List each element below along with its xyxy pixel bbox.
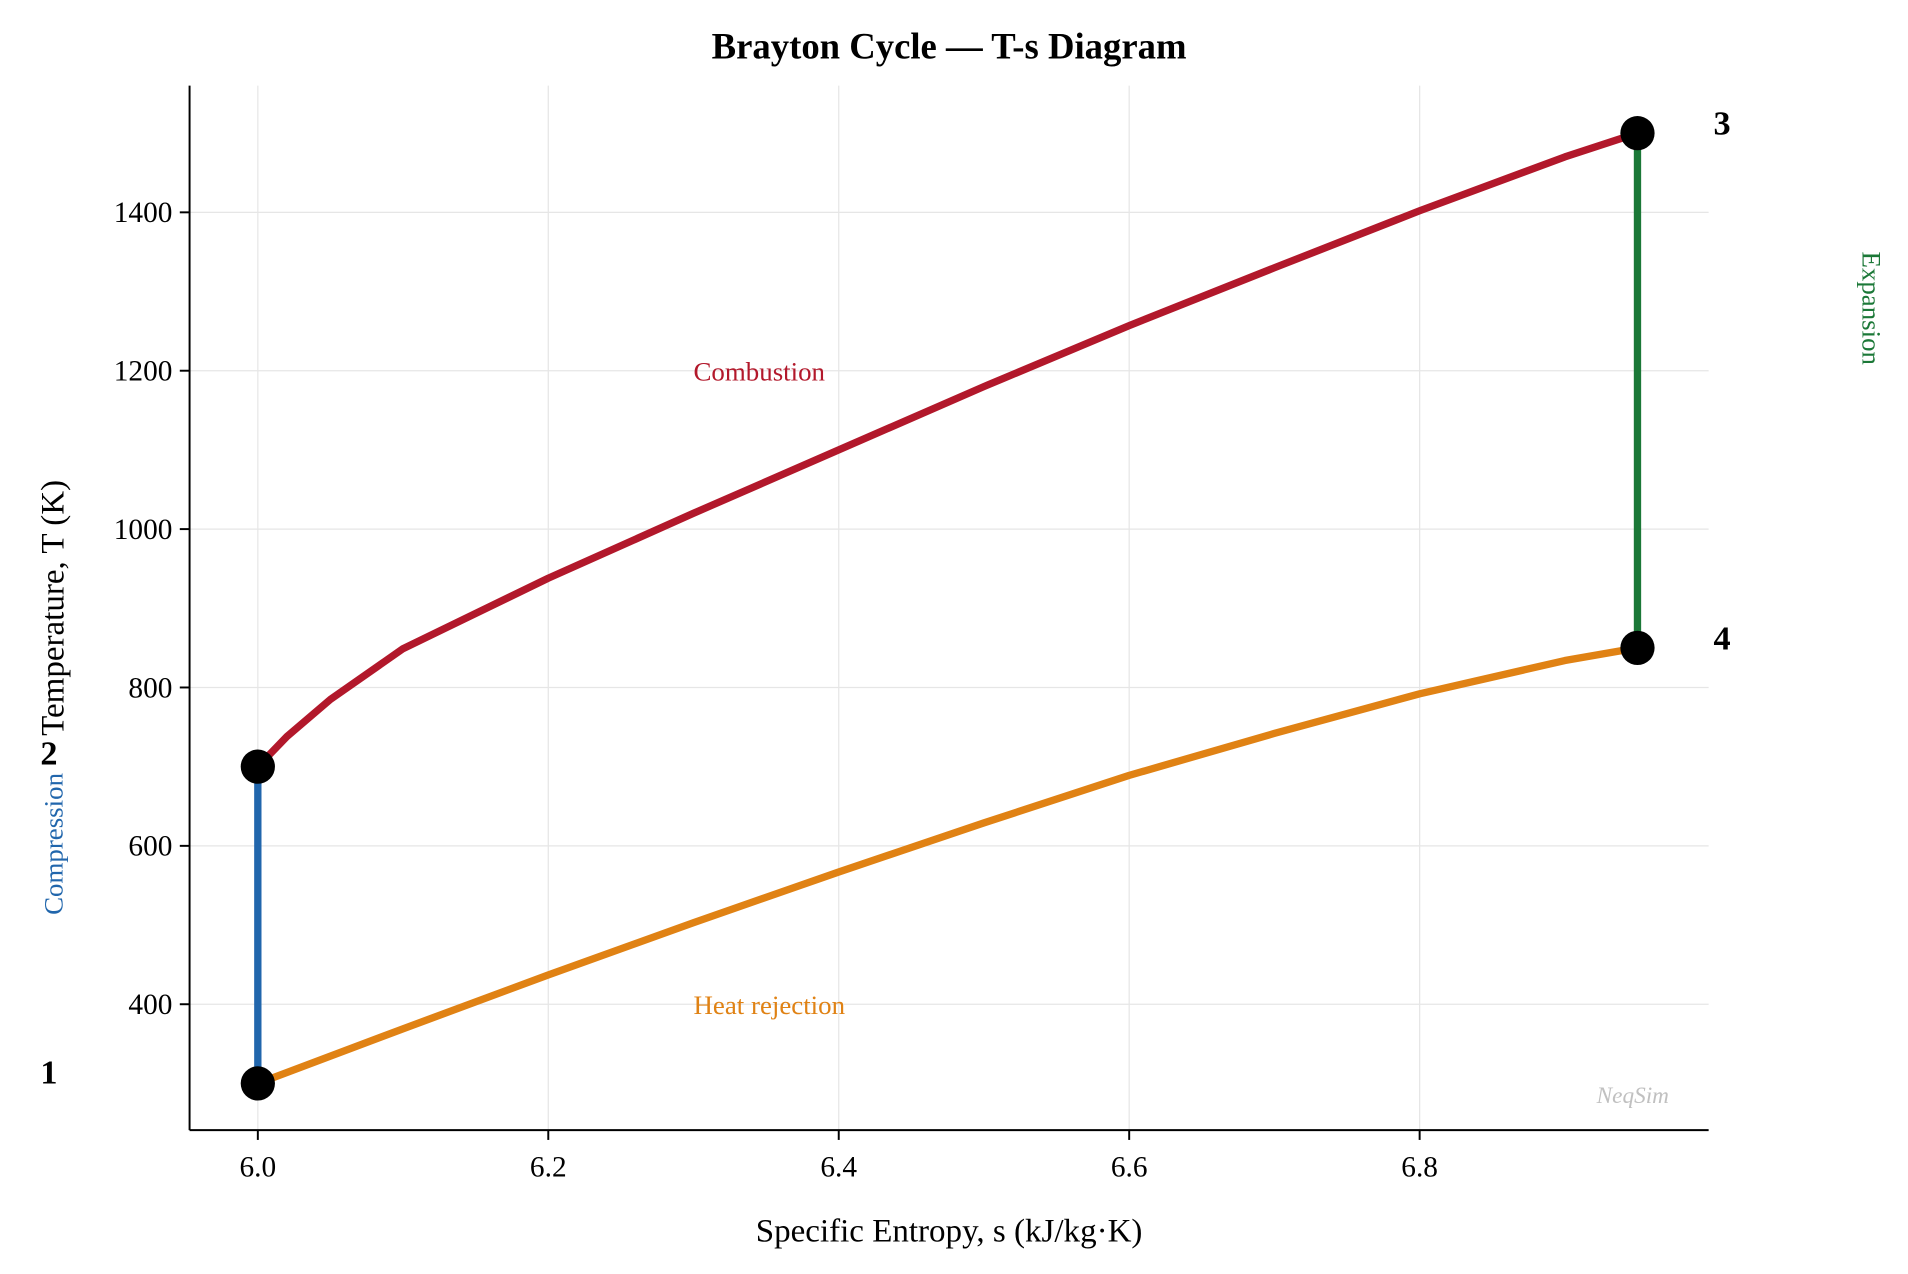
chart-title: Brayton Cycle — T-s Diagram <box>712 26 1187 67</box>
state-label-2: 2 <box>40 734 57 772</box>
x-tick-label: 6.2 <box>530 1152 567 1184</box>
y-tick-label: 1000 <box>114 514 173 546</box>
x-tick-label: 6.8 <box>1401 1152 1438 1184</box>
state-point-1 <box>240 1066 275 1101</box>
state-label-1: 1 <box>40 1054 57 1092</box>
annotation-heat-rejection: Heat rejection <box>694 990 846 1020</box>
state-point-4 <box>1620 630 1655 666</box>
x-tick-label: 6.4 <box>820 1152 857 1184</box>
state-points <box>240 116 1655 1101</box>
annotations: 1 2 3 4 Combustion Heat rejection Compression E… <box>38 105 1886 1092</box>
watermark: NeqSim <box>1596 1083 1669 1109</box>
annotation-compression: Compression <box>38 772 68 914</box>
annotation-combustion: Combustion <box>694 357 826 387</box>
ticks: 6.0 6.2 6.4 6.6 6.8 400 600 800 1000 1200 1400 <box>114 197 1438 1183</box>
y-axis-label: Temperature, T (K) <box>36 480 72 736</box>
x-tick-label: 6.6 <box>1111 1152 1148 1184</box>
series-lines <box>254 129 1642 1087</box>
x-axis-label: Specific Entropy, s (kJ/kg·K) <box>756 1213 1143 1249</box>
series-heat-rejection <box>256 644 1639 1087</box>
state-label-4: 4 <box>1714 619 1731 657</box>
state-label-3: 3 <box>1714 105 1731 143</box>
state-point-3 <box>1620 116 1655 151</box>
y-tick-label: 1200 <box>114 356 173 388</box>
series-combustion <box>255 129 1639 770</box>
axes <box>188 85 1709 1132</box>
y-tick-label: 1400 <box>114 197 173 229</box>
y-tick-label: 800 <box>128 672 172 704</box>
x-tick-label: 6.0 <box>239 1152 276 1184</box>
y-tick-label: 600 <box>128 831 172 863</box>
annotation-expansion: Expansion <box>1857 251 1887 365</box>
y-tick-label: 400 <box>128 989 172 1021</box>
state-point-2 <box>240 749 275 784</box>
grid <box>189 85 1709 1131</box>
